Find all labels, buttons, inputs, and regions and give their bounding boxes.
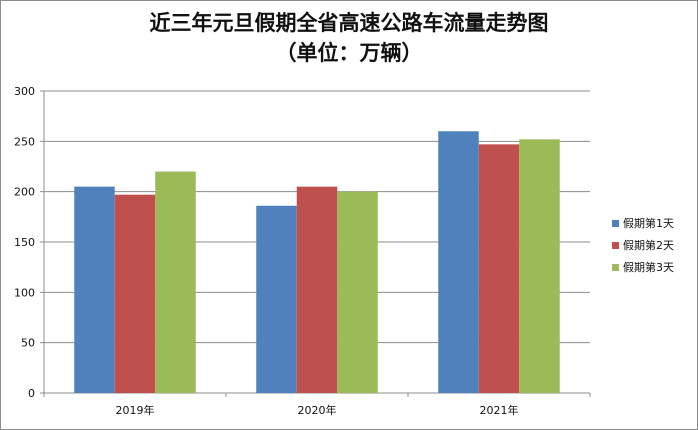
legend-item: 假期第2天 bbox=[612, 234, 674, 256]
legend-swatch bbox=[612, 263, 619, 271]
y-tick-label: 200 bbox=[14, 186, 35, 199]
bar bbox=[337, 191, 378, 393]
y-tick-label: 100 bbox=[14, 286, 35, 299]
legend-swatch bbox=[612, 219, 619, 227]
bar bbox=[74, 186, 115, 393]
legend-item: 假期第1天 bbox=[612, 212, 674, 234]
bar bbox=[256, 205, 297, 393]
y-tick-label: 50 bbox=[21, 337, 35, 350]
legend-label: 假期第1天 bbox=[623, 217, 674, 230]
x-tick-label: 2021年 bbox=[480, 403, 519, 417]
legend-label: 假期第2天 bbox=[623, 239, 674, 252]
bar bbox=[478, 144, 520, 393]
chart-subtitle: （单位：万辆） bbox=[275, 40, 423, 65]
legend-label: 假期第3天 bbox=[623, 261, 674, 274]
bar bbox=[519, 139, 560, 393]
legend: 假期第1天 假期第2天 假期第3天 bbox=[612, 212, 674, 278]
bar bbox=[155, 171, 196, 393]
chart-title: 近三年元旦假期全省高速公路车流量走势图 bbox=[149, 10, 549, 35]
y-tick-label: 150 bbox=[14, 236, 35, 249]
bar bbox=[296, 186, 338, 393]
x-tick-label: 2019年 bbox=[116, 403, 155, 417]
legend-swatch bbox=[612, 241, 619, 249]
y-tick-label: 0 bbox=[28, 387, 35, 400]
legend-item: 假期第3天 bbox=[612, 256, 674, 278]
chart-title-block: 近三年元旦假期全省高速公路车流量走势图 （单位：万辆） bbox=[0, 8, 698, 68]
y-tick-label: 300 bbox=[14, 85, 35, 98]
y-tick-label: 250 bbox=[14, 135, 35, 148]
bar bbox=[438, 131, 479, 393]
x-tick-label: 2020年 bbox=[298, 403, 337, 417]
bar bbox=[114, 194, 156, 393]
